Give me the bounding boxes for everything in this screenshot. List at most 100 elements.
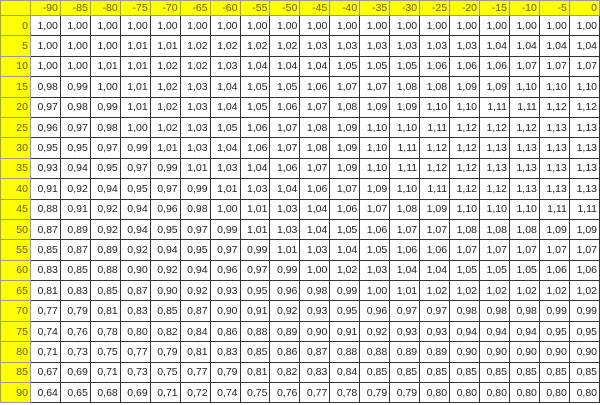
table-cell[interactable]: 1,07 xyxy=(449,239,480,261)
table-cell[interactable]: 1,10 xyxy=(508,198,540,220)
table-cell[interactable]: 1,09 xyxy=(449,76,480,98)
table-cell[interactable]: 1,13 xyxy=(508,137,540,159)
table-cell[interactable]: 1,10 xyxy=(359,116,391,139)
row-header[interactable]: 40 xyxy=(0,178,31,200)
table-cell[interactable]: 1,06 xyxy=(239,116,271,139)
table-cell[interactable]: 1,05 xyxy=(329,218,361,241)
table-cell[interactable]: 1,11 xyxy=(389,157,421,180)
table-cell[interactable]: 1,07 xyxy=(568,239,600,261)
table-cell[interactable]: 0,76 xyxy=(59,320,91,343)
table-cell[interactable]: 0,92 xyxy=(89,218,121,241)
table-cell[interactable]: 1,12 xyxy=(538,96,570,118)
table-cell[interactable]: 1,00 xyxy=(149,14,181,37)
table-cell[interactable]: 1,10 xyxy=(359,157,391,180)
table-cell[interactable]: 0,90 xyxy=(568,341,600,363)
table-cell[interactable]: 1,00 xyxy=(359,280,391,302)
table-cell[interactable]: 1,03 xyxy=(179,116,211,139)
row-header[interactable]: 85 xyxy=(0,361,31,384)
table-cell[interactable]: 0,98 xyxy=(89,116,121,139)
table-cell[interactable]: 1,09 xyxy=(359,178,391,200)
table-cell[interactable]: 1,02 xyxy=(149,55,181,78)
table-cell[interactable]: 1,01 xyxy=(119,35,151,57)
table-cell[interactable]: 1,01 xyxy=(209,178,241,200)
table-cell[interactable]: 0,87 xyxy=(179,300,211,322)
row-header[interactable]: 70 xyxy=(0,300,31,322)
table-cell[interactable]: 0,83 xyxy=(299,361,331,384)
table-cell[interactable]: 1,01 xyxy=(179,157,211,180)
table-cell[interactable]: 1,04 xyxy=(538,35,570,57)
table-cell[interactable]: 1,13 xyxy=(479,157,510,180)
table-cell[interactable]: 0,99 xyxy=(59,76,91,98)
table-cell[interactable]: 0,77 xyxy=(29,300,61,322)
table-cell[interactable]: 0,98 xyxy=(299,280,331,302)
table-cell[interactable]: 0,91 xyxy=(329,320,361,343)
table-cell[interactable]: 1,06 xyxy=(389,239,421,261)
row-header[interactable]: 0 xyxy=(0,14,31,37)
table-cell[interactable]: 0,71 xyxy=(89,361,121,384)
table-cell[interactable]: 1,05 xyxy=(239,96,271,118)
table-cell[interactable]: 0,77 xyxy=(299,382,331,404)
corner-cell[interactable] xyxy=(0,0,31,16)
table-cell[interactable]: 0,91 xyxy=(29,178,61,200)
table-cell[interactable]: 1,03 xyxy=(179,96,211,118)
table-cell[interactable]: 0,97 xyxy=(89,137,121,159)
table-cell[interactable]: 1,04 xyxy=(568,35,600,57)
table-cell[interactable]: 0,85 xyxy=(149,300,181,322)
table-cell[interactable]: 1,04 xyxy=(269,178,301,200)
table-cell[interactable]: 1,08 xyxy=(299,116,331,139)
table-cell[interactable]: 1,04 xyxy=(209,137,241,159)
table-cell[interactable]: 1,00 xyxy=(508,14,540,37)
table-cell[interactable]: 1,08 xyxy=(389,198,421,220)
table-cell[interactable]: 0,97 xyxy=(179,218,211,241)
table-cell[interactable]: 0,92 xyxy=(269,300,301,322)
table-cell[interactable]: 1,04 xyxy=(508,35,540,57)
table-cell[interactable]: 1,00 xyxy=(29,55,61,78)
table-cell[interactable]: 0,79 xyxy=(389,382,421,404)
table-cell[interactable]: 0,69 xyxy=(119,382,151,404)
table-cell[interactable]: 0,96 xyxy=(149,198,181,220)
table-cell[interactable]: 0,92 xyxy=(149,259,181,282)
table-cell[interactable]: 1,02 xyxy=(329,259,361,282)
table-cell[interactable]: 0,75 xyxy=(89,341,121,363)
table-cell[interactable]: 1,07 xyxy=(269,137,301,159)
table-cell[interactable]: 0,80 xyxy=(538,382,570,404)
table-cell[interactable]: 1,00 xyxy=(89,35,121,57)
table-cell[interactable]: 1,08 xyxy=(449,218,480,241)
table-cell[interactable]: 0,93 xyxy=(29,157,61,180)
table-cell[interactable]: 1,08 xyxy=(299,137,331,159)
table-cell[interactable]: 1,00 xyxy=(89,76,121,98)
table-cell[interactable]: 1,02 xyxy=(179,55,211,78)
table-cell[interactable]: 1,00 xyxy=(209,14,241,37)
table-cell[interactable]: 1,08 xyxy=(419,76,451,98)
column-header[interactable]: -10 xyxy=(508,0,540,16)
table-cell[interactable]: 1,03 xyxy=(269,218,301,241)
table-cell[interactable]: 0,95 xyxy=(239,280,271,302)
table-cell[interactable]: 1,13 xyxy=(538,178,570,200)
table-cell[interactable]: 1,11 xyxy=(538,198,570,220)
table-cell[interactable]: 1,05 xyxy=(209,116,241,139)
table-cell[interactable]: 1,13 xyxy=(568,178,600,200)
table-cell[interactable]: 0,65 xyxy=(59,382,91,404)
table-cell[interactable]: 0,79 xyxy=(209,361,241,384)
table-cell[interactable]: 1,07 xyxy=(538,239,570,261)
table-cell[interactable]: 1,13 xyxy=(568,116,600,139)
table-cell[interactable]: 0,94 xyxy=(449,320,480,343)
table-cell[interactable]: 1,10 xyxy=(389,116,421,139)
table-cell[interactable]: 0,81 xyxy=(89,300,121,322)
table-cell[interactable]: 1,12 xyxy=(449,116,480,139)
column-header[interactable]: -60 xyxy=(209,0,241,16)
table-cell[interactable]: 1,13 xyxy=(538,116,570,139)
row-header[interactable]: 30 xyxy=(0,137,31,159)
table-cell[interactable]: 1,10 xyxy=(538,76,570,98)
table-cell[interactable]: 1,02 xyxy=(449,280,480,302)
table-cell[interactable]: 0,99 xyxy=(149,157,181,180)
table-cell[interactable]: 1,03 xyxy=(419,35,451,57)
table-cell[interactable]: 1,00 xyxy=(89,14,121,37)
column-header[interactable]: -35 xyxy=(359,0,391,16)
table-cell[interactable]: 1,00 xyxy=(269,14,301,37)
row-header[interactable]: 75 xyxy=(0,320,31,343)
table-cell[interactable]: 1,03 xyxy=(179,137,211,159)
table-cell[interactable]: 0,74 xyxy=(29,320,61,343)
table-cell[interactable]: 1,06 xyxy=(568,259,600,282)
table-cell[interactable]: 1,04 xyxy=(209,76,241,98)
